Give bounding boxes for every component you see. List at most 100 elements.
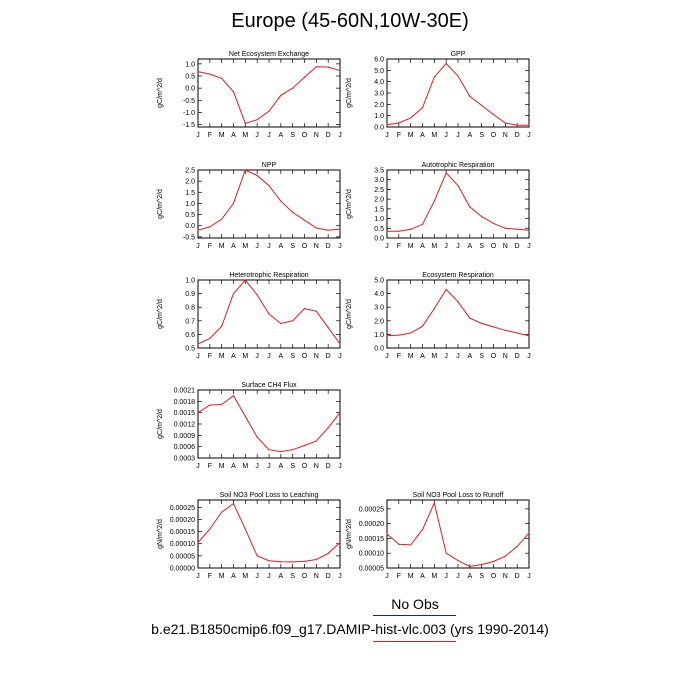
series-line [386, 62, 529, 126]
x-tick-label: J [385, 353, 389, 360]
x-tick-label: J [444, 573, 448, 580]
x-tick-label: M [242, 463, 248, 470]
x-tick-label: J [444, 243, 448, 250]
data-point [481, 322, 483, 325]
x-tick-label: J [255, 353, 259, 360]
data-point [386, 124, 388, 126]
x-tick-label: F [397, 132, 401, 139]
data-point [327, 552, 329, 555]
x-tick-label: M [242, 132, 248, 139]
x-tick-label: A [467, 243, 472, 250]
data-point [398, 543, 400, 545]
y-tick-label: 1.0 [185, 61, 195, 68]
data-point [504, 555, 506, 557]
data-point [315, 558, 317, 561]
data-point [469, 565, 471, 568]
y-tick-label: -0.5 [183, 98, 195, 105]
chart-title: Soil NO3 Pool Loss to Runoff [413, 492, 504, 499]
data-point [292, 87, 294, 89]
data-point [244, 122, 246, 124]
x-tick-label: M [242, 243, 248, 250]
data-point [232, 503, 235, 505]
y-tick-label: 0.0015 [174, 410, 196, 417]
data-point [469, 317, 471, 319]
data-point [280, 561, 282, 563]
x-tick-label: N [314, 132, 319, 139]
x-tick-label: M [219, 463, 225, 470]
x-tick-label: F [208, 463, 212, 470]
data-point [232, 202, 235, 205]
y-tick-label: -1.0 [183, 110, 195, 117]
y-axis-label: gN/m^2/d [346, 519, 353, 549]
y-tick-label: 1.0 [374, 216, 384, 223]
y-tick-label: 4.0 [374, 79, 384, 86]
data-point [410, 117, 412, 119]
data-point [528, 229, 530, 231]
x-tick-label: A [278, 463, 283, 470]
x-tick-label: A [231, 463, 236, 470]
page-title: Europe (45-60N,10W-30E) [231, 10, 469, 32]
y-tick-label: 0.0003 [174, 456, 196, 463]
data-point [197, 412, 199, 414]
x-tick-label: J [255, 463, 259, 470]
x-tick-label: N [314, 353, 319, 360]
data-point [209, 404, 211, 406]
data-point [445, 62, 447, 65]
y-tick-label: 0.00020 [359, 521, 384, 528]
plot-frame [197, 58, 341, 128]
x-tick-label: O [302, 132, 308, 139]
chart-panel-4: Autotrophic Respiration gC/m^2/d 3.5 3.0 2.5… [346, 162, 531, 250]
y-tick-label: 0.0 [374, 125, 384, 132]
x-tick-label: S [290, 243, 295, 250]
x-tick-label: A [467, 132, 472, 139]
data-point [303, 560, 306, 563]
y-axis-label: gC/m^2/d [157, 189, 164, 219]
x-tick-label: A [231, 132, 236, 139]
x-tick-label: F [208, 573, 212, 580]
data-point [209, 226, 211, 228]
x-tick-label: J [267, 243, 271, 250]
chart-panel-5: Heterotrophic Respiration gC/m^2/d 1.0 0.9 0… [157, 272, 342, 360]
x-tick-label: J [196, 353, 200, 360]
series-line [197, 394, 341, 453]
y-tick-label: 0.00005 [170, 553, 195, 560]
x-tick-label: J [527, 132, 531, 139]
chart-title: Autotrophic Respiration [422, 162, 495, 169]
x-tick-label: D [326, 573, 331, 580]
data-point [209, 528, 211, 530]
data-point [421, 528, 424, 531]
data-point [433, 76, 435, 78]
y-tick-label: 3.5 [374, 168, 384, 175]
data-point [280, 322, 282, 325]
data-point [327, 427, 329, 429]
data-point [197, 229, 199, 231]
y-tick-label: 2.5 [185, 168, 195, 175]
y-axis-label: gN/m^2/d [157, 519, 164, 549]
x-tick-label: S [290, 353, 295, 360]
data-point [481, 563, 483, 566]
chart-title: Surface CH4 Flux [241, 382, 297, 389]
plot-frame [197, 169, 341, 239]
x-tick-label: J [196, 243, 200, 250]
x-tick-label: J [527, 243, 531, 250]
chart-title: Net Ecosystem Exchange [229, 51, 309, 58]
y-tick-label: 0.00015 [359, 536, 384, 543]
y-tick-label: 1.0 [185, 201, 195, 208]
x-tick-label: D [326, 132, 331, 139]
y-tick-label: 0.0018 [174, 399, 196, 406]
data-point [221, 77, 223, 80]
y-tick-label: 0.6 [185, 332, 195, 339]
data-point [492, 560, 495, 563]
data-point [268, 185, 270, 187]
data-point [315, 440, 317, 442]
data-point [280, 200, 282, 202]
y-tick-label: 0.00010 [170, 541, 195, 548]
x-tick-label: N [314, 243, 319, 250]
chart-panel-6: Ecosystem Respiration gC/m^2/d 5.0 4.0 3.0 2.… [346, 272, 531, 360]
data-point [327, 229, 329, 231]
x-tick-label: N [314, 463, 319, 470]
data-point [268, 449, 270, 451]
y-tick-label: 0.8 [185, 305, 195, 312]
x-tick-label: M [408, 353, 414, 360]
